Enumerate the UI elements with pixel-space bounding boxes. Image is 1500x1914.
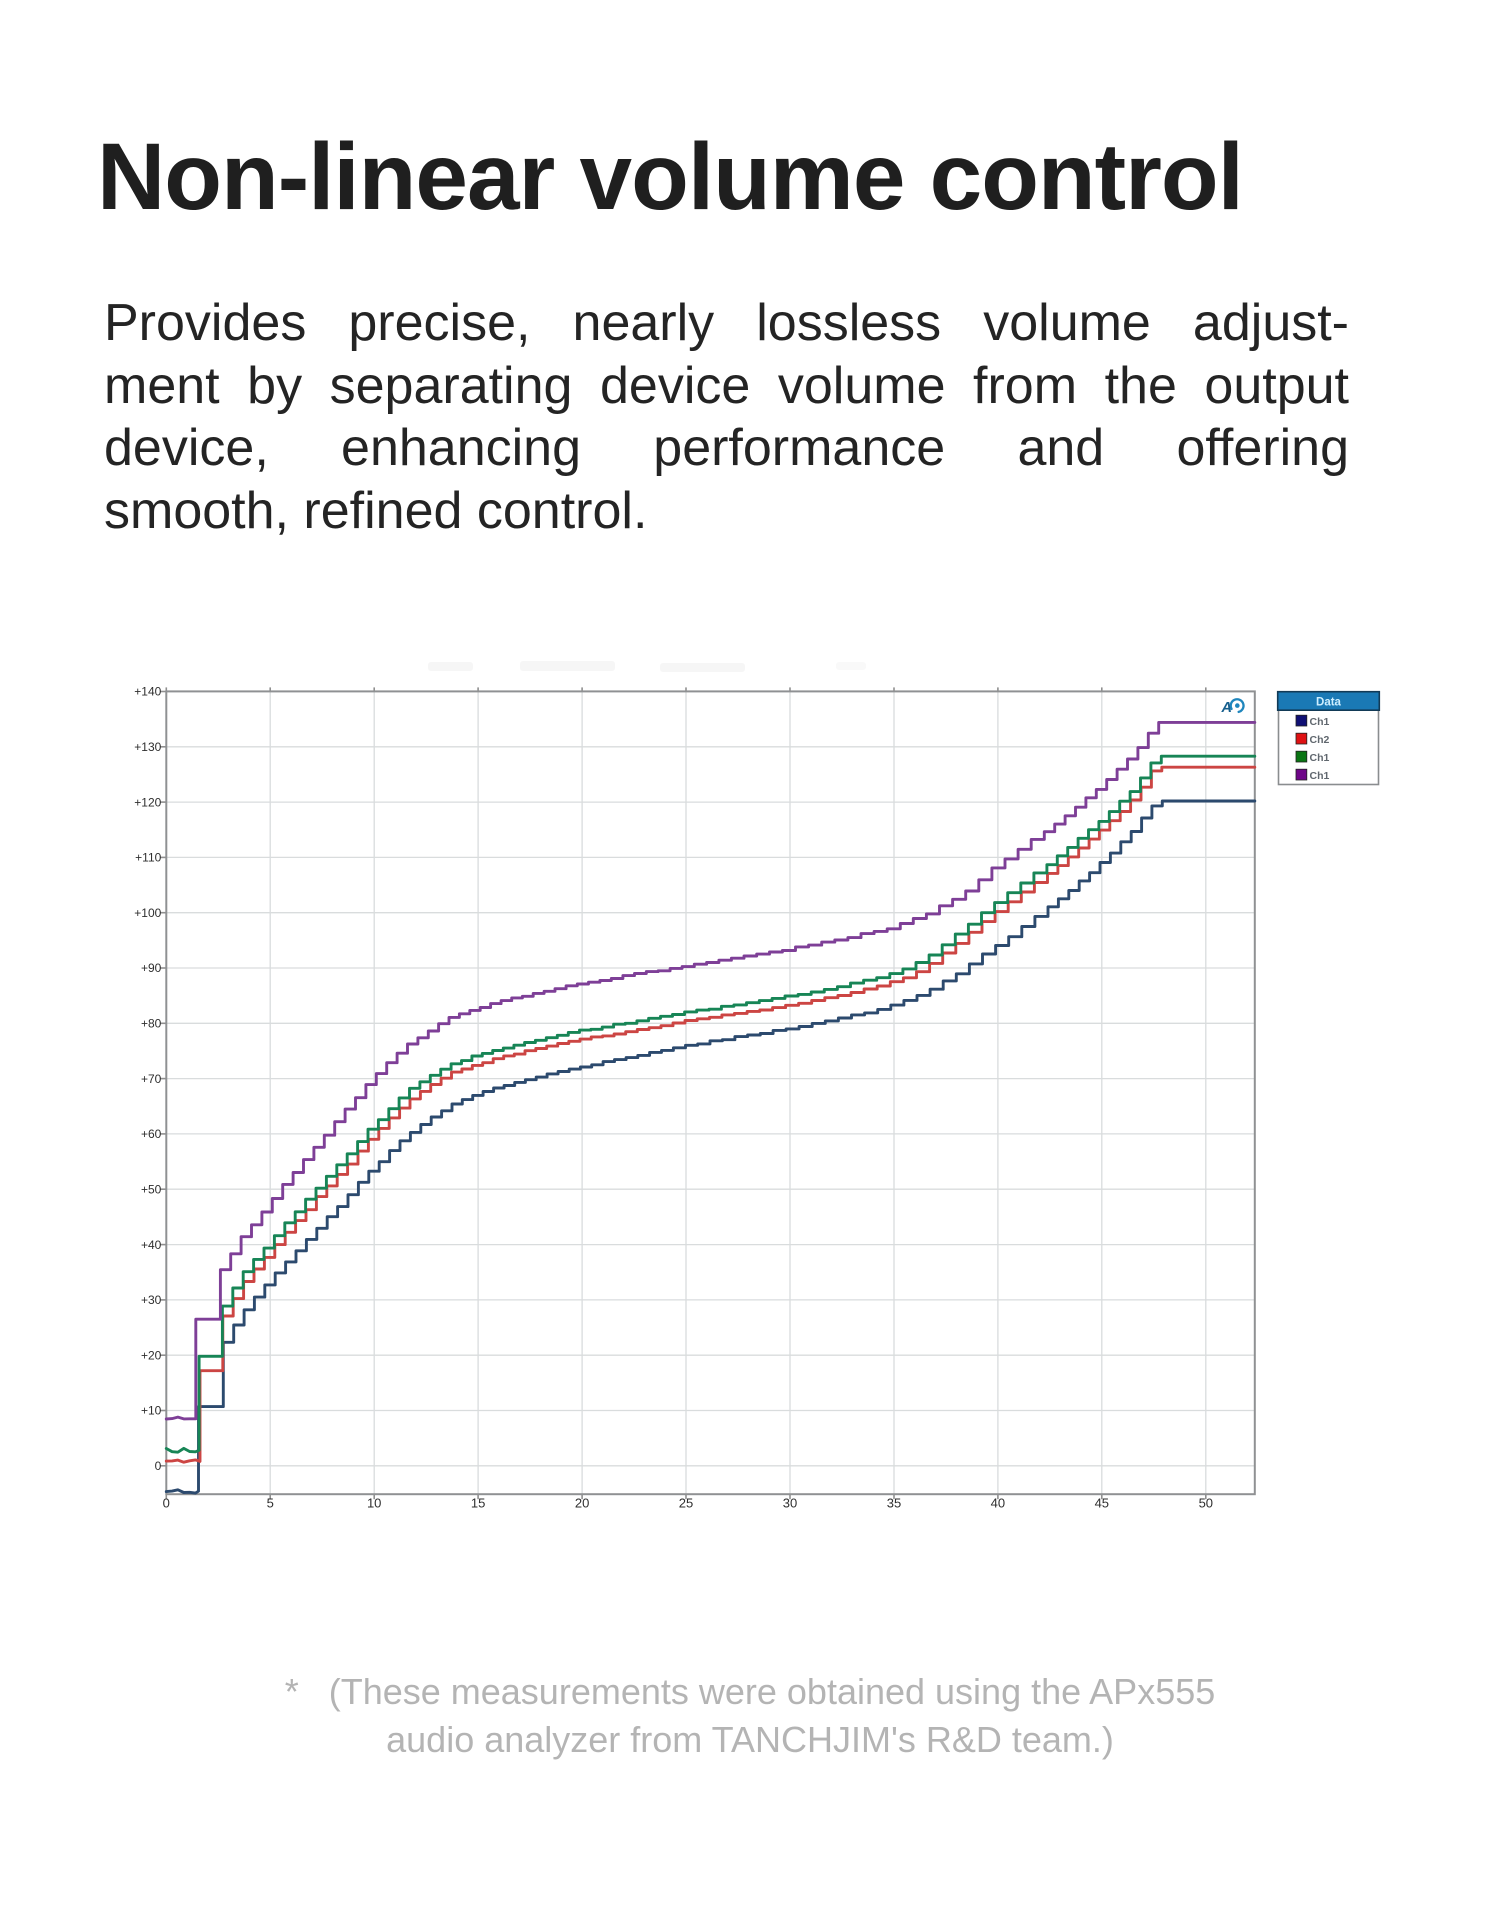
svg-text:10: 10	[367, 1495, 381, 1510]
svg-text:+50: +50	[141, 1183, 162, 1197]
svg-text:15: 15	[471, 1495, 485, 1510]
svg-text:0: 0	[155, 1459, 162, 1473]
svg-text:+80: +80	[141, 1017, 162, 1031]
svg-text:0: 0	[163, 1495, 170, 1510]
svg-text:45: 45	[1095, 1495, 1109, 1510]
svg-text:+90: +90	[141, 961, 162, 975]
svg-text:+70: +70	[141, 1072, 162, 1086]
svg-text:Ch1: Ch1	[1310, 770, 1330, 782]
svg-text:Ch1: Ch1	[1310, 716, 1330, 728]
svg-text:35: 35	[887, 1495, 901, 1510]
svg-text:+140: +140	[134, 685, 161, 699]
svg-text:5: 5	[267, 1495, 274, 1510]
svg-text:30: 30	[783, 1495, 797, 1510]
svg-text:A: A	[1221, 700, 1232, 716]
svg-text:+20: +20	[141, 1348, 162, 1362]
svg-text:20: 20	[575, 1495, 589, 1510]
svg-text:+130: +130	[134, 740, 161, 754]
svg-text:+110: +110	[135, 851, 161, 865]
svg-text:+60: +60	[141, 1127, 162, 1141]
svg-text:Data: Data	[1316, 697, 1342, 709]
svg-text:+120: +120	[134, 795, 161, 809]
svg-text:+100: +100	[134, 906, 161, 920]
svg-text:Ch1: Ch1	[1310, 752, 1330, 764]
svg-text:Ch2: Ch2	[1310, 734, 1330, 746]
svg-text:+10: +10	[141, 1404, 162, 1418]
svg-text:40: 40	[991, 1495, 1005, 1510]
svg-text:+30: +30	[141, 1293, 162, 1307]
svg-text:+40: +40	[141, 1238, 162, 1252]
svg-text:25: 25	[679, 1495, 693, 1510]
svg-text:50: 50	[1199, 1495, 1213, 1510]
